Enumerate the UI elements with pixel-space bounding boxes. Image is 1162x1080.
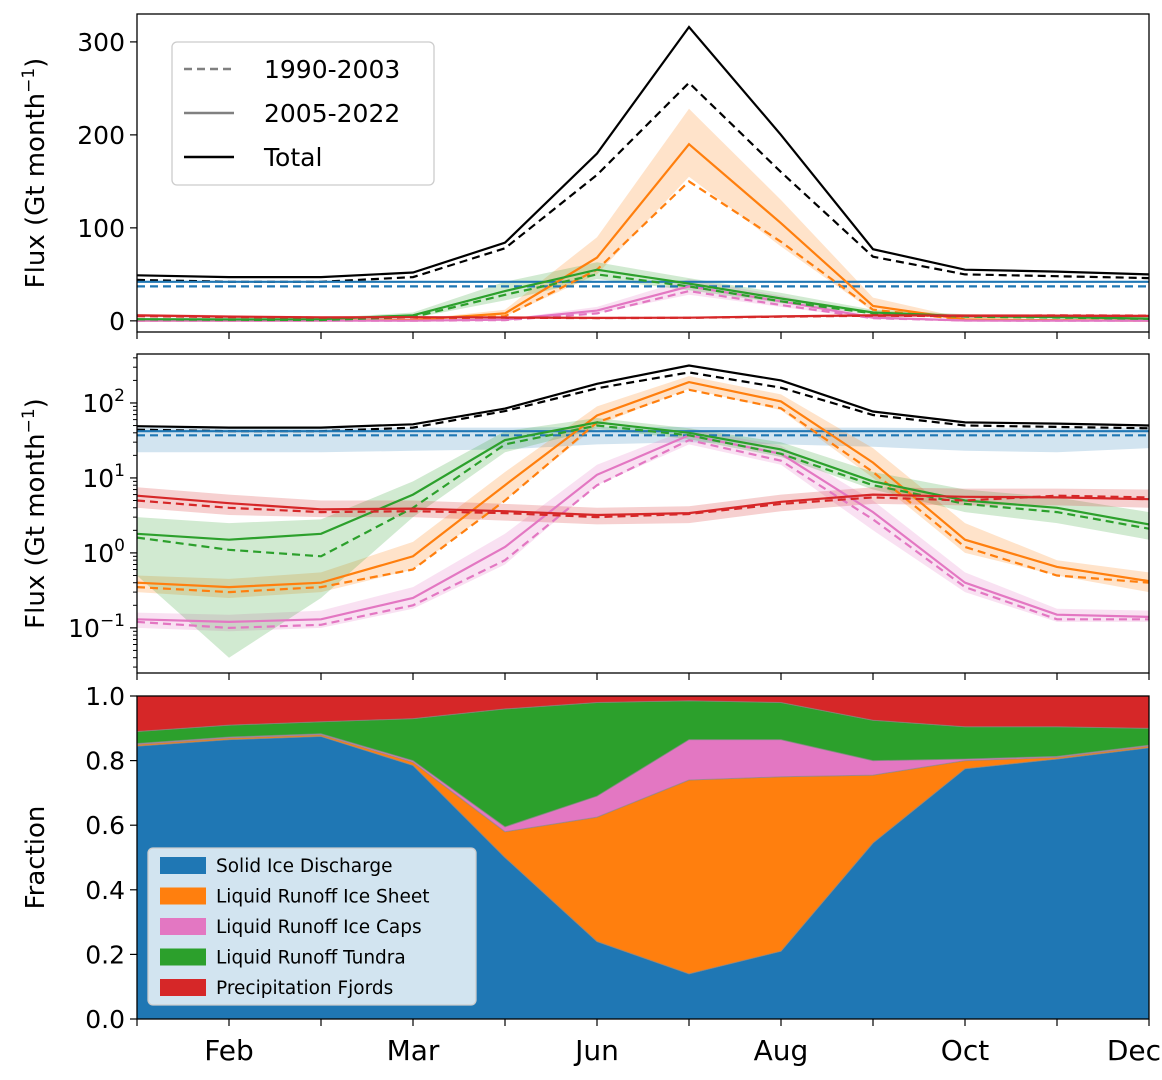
- fraction-panel: 0.0 0.2 0.4 0.6 0.8 1.0 Fraction Feb Mar Jun Aug Oc…: [21, 682, 1161, 1067]
- linear-band-tundra: [137, 262, 1149, 321]
- linear-legend-label: 2005-2022: [264, 99, 400, 128]
- log-y-tick-label: 101: [82, 461, 125, 493]
- linear-band-ice_caps: [137, 279, 1149, 321]
- linear-legend-label: Total: [263, 143, 322, 172]
- linear-band-ice_sheet: [137, 108, 1149, 321]
- linear-y-tick-label: 300: [77, 28, 125, 57]
- x-tick-label: Dec: [1107, 1034, 1161, 1067]
- log-line-precip-1990-2003: [137, 494, 1149, 519]
- log-line-ice_sheet-2005-2022: [137, 380, 1149, 589]
- log-y-axis-title: Flux (Gt month−1): [19, 398, 51, 629]
- x-tick-label: Oct: [941, 1034, 989, 1067]
- log-flux-panel: 10−1 100 101 102 Flux (Gt month−1): [19, 353, 1150, 680]
- log-line-tundra-2005-2022: [137, 421, 1149, 541]
- fraction-legend-box: [147, 847, 477, 1006]
- linear-legend-label: 1990-2003: [264, 55, 400, 84]
- fraction-legend-swatch: [160, 948, 206, 966]
- log-line-precip-2005-2022: [137, 493, 1149, 517]
- linear-flux-panel: 0 100 200 300 Flux (Gt month−1) 1990-2003 2005…: [19, 13, 1150, 339]
- log-band-tundra: [137, 418, 1149, 658]
- log-line-tundra-1990-2003: [137, 424, 1149, 558]
- linear-line-tundra-1990-2003: [137, 273, 1149, 322]
- linear-line-ice_caps-1990-2003: [137, 289, 1149, 322]
- log-y-tick-label: 10−1: [68, 611, 125, 643]
- fraction-legend-label: Solid Ice Discharge: [216, 856, 393, 877]
- fraction-legend-label: Liquid Runoff Tundra: [216, 948, 406, 969]
- log-axes-frame: [136, 353, 1150, 674]
- fraction-legend-label: Liquid Runoff Ice Sheet: [216, 887, 429, 908]
- fraction-legend-label: Liquid Runoff Ice Caps: [216, 917, 422, 938]
- log-line-total-2005-2022: [137, 364, 1149, 429]
- fraction-legend-label: Precipitation Fjords: [216, 978, 393, 999]
- linear-y-tick-label: 200: [77, 121, 125, 150]
- fraction-y-tick-label: 1.0: [85, 682, 125, 711]
- log-band-solid_ice: [137, 426, 1149, 453]
- log-y-tick-label: 102: [82, 386, 125, 418]
- log-line-total-1990-2003: [137, 371, 1149, 433]
- linear-y-tick-label: 100: [77, 214, 125, 243]
- log-line-ice_caps-2005-2022: [137, 434, 1149, 624]
- fraction-y-tick-label: 0.4: [85, 876, 125, 905]
- x-tick-label: Mar: [387, 1034, 440, 1067]
- fraction-y-tick-label: 0.6: [85, 811, 125, 840]
- linear-line-total-2005-2022: [137, 25, 1149, 279]
- linear-line-total-1990-2003: [137, 81, 1149, 283]
- log-plot-area: [137, 364, 1149, 658]
- fraction-y-tick-label: 0.0: [85, 1005, 125, 1034]
- fraction-y-axis-title: Fraction: [21, 806, 51, 910]
- linear-y-tick-label: 0: [109, 307, 125, 336]
- log-line-ice_sheet-1990-2003: [137, 388, 1149, 594]
- fraction-area-precipitation-fjords: [137, 696, 1149, 733]
- fraction-legend-swatch: [160, 918, 206, 935]
- fraction-legend-swatch: [160, 979, 206, 996]
- fraction-legend-swatch: [160, 857, 206, 874]
- fraction-y-tick-label: 0.2: [85, 940, 125, 969]
- log-y-tick-label: 100: [82, 536, 125, 568]
- log-band-precip: [137, 487, 1149, 525]
- linear-plot-area: [137, 25, 1149, 322]
- fraction-legend-swatch: [160, 887, 206, 905]
- linear-axes-frame: [136, 13, 1150, 333]
- fraction-y-tick-label: 0.8: [85, 747, 125, 776]
- x-tick-label: Jun: [573, 1034, 619, 1067]
- linear-line-precip-2005-2022: [137, 314, 1149, 320]
- linear-legend-box: [171, 41, 435, 186]
- x-tick-label: Feb: [204, 1034, 254, 1067]
- linear-y-axis-title: Flux (Gt month−1): [19, 58, 51, 289]
- x-tick-label: Aug: [754, 1034, 809, 1067]
- log-line-ice_caps-1990-2003: [137, 438, 1149, 630]
- fraction-axes-frame: [136, 695, 1150, 1020]
